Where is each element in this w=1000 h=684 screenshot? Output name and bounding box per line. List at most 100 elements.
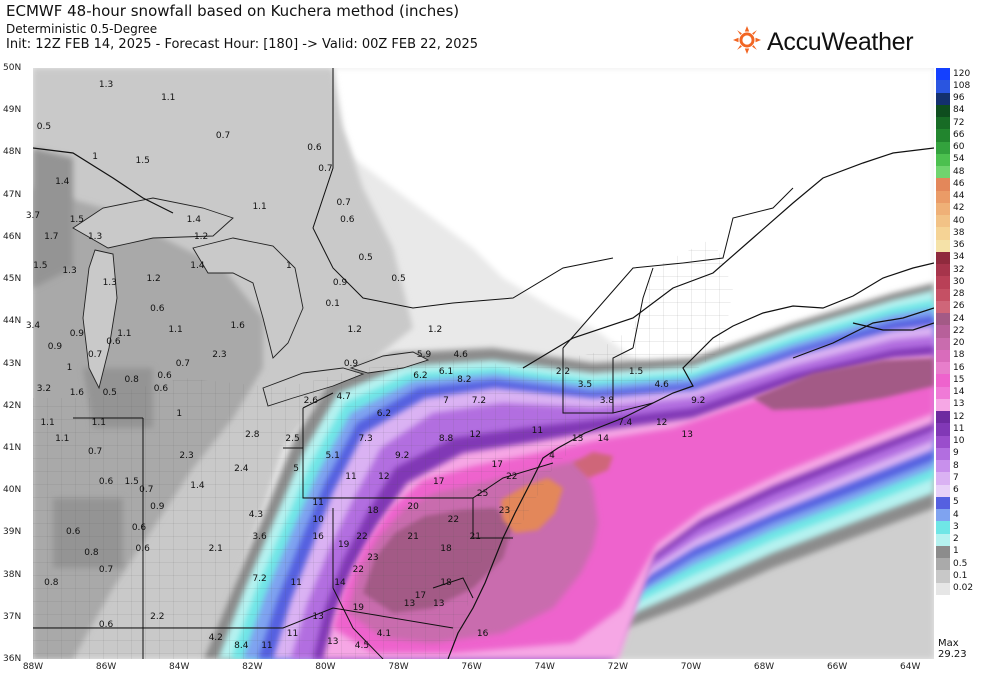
legend-level-label: 13 [953,399,965,410]
legend-level-label: 22 [953,325,965,336]
snowfall-value-label: 1.3 [87,231,103,242]
snowfall-value-label: 12 [469,430,481,441]
snowfall-value-label: 0.7 [215,130,231,141]
legend-swatch [936,411,950,424]
legend-swatch [936,521,950,534]
snowfall-value-label: 13 [326,637,339,648]
snowfall-value-label: 7.2 [471,396,487,407]
lon-label: 74W [534,662,555,672]
legend-level-label: 26 [953,301,965,312]
legend-level-label: 30 [953,276,965,287]
snowfall-value-label: 0.5 [36,122,52,133]
sun-icon [733,26,761,58]
legend-level-label: 96 [953,93,965,104]
legend-level: 1 [936,545,1000,558]
snowfall-value-label: 1.5 [124,476,139,487]
legend-level-label: 9 [953,448,959,459]
legend-level: 0.1 [936,570,1000,583]
snowfall-value-label: 0.7 [318,164,333,175]
legend-level: 36 [936,239,1000,252]
snowfall-value-label: 0.5 [391,274,406,285]
snowfall-value-label: 20 [407,502,419,513]
snowfall-value-label: 3.6 [252,531,267,542]
legend-swatch [936,362,950,375]
snowfall-value-label: 3.8 [599,396,615,407]
legend-level-label: 0.1 [953,570,968,581]
legend-level-label: 40 [953,215,965,226]
snowfall-value-label: 14 [597,434,609,445]
legend-swatch [936,558,950,571]
snowfall-value-label: 18 [440,544,452,555]
snowfall-value-label: 1.4 [55,176,70,187]
snowfall-value-label: 0.6 [66,527,81,538]
legend-level: 40 [936,215,1000,228]
legend-swatch [936,570,950,583]
legend-level-label: 16 [953,362,965,373]
model-subtitle: Deterministic 0.5-Degree [6,22,158,36]
lon-label: 68W [753,662,775,672]
legend-swatch [936,215,950,228]
legend-level: 32 [936,264,1000,277]
init-valid-line: Init: 12Z FEB 14, 2025 - Forecast Hour: … [6,37,479,52]
great-lakes [72,197,430,407]
lat-label: 49N [3,105,22,116]
lon-label: 86W [95,662,117,672]
snowfall-value-label: 0.6 [307,143,322,154]
legend-level-label: 15 [953,374,965,385]
legend-level-label: 3 [953,521,959,532]
legend-swatch [936,227,950,240]
lat-label: 41N [3,442,22,453]
legend-level-label: 108 [953,80,971,91]
legend-level: 26 [936,300,1000,313]
snowfall-value-label: 2.3 [212,350,227,361]
legend-swatch [936,447,950,460]
legend-level: 108 [936,80,1000,93]
legend-level-label: 44 [953,191,965,202]
snowfall-value-label: 2.6 [303,396,318,407]
snowfall-value-label: 5.1 [325,451,340,462]
legend-level: 46 [936,178,1000,191]
snowfall-value-label: 1.5 [628,366,644,377]
legend-swatch [936,325,950,338]
snowfall-value-label: 4.6 [453,350,468,361]
legend-level: 9 [936,447,1000,460]
snowfall-value-label: 7.3 [358,434,373,445]
legend-swatch [936,264,950,277]
snowfall-value-label: 11 [290,578,302,588]
snowfall-value-label: 1.4 [190,261,205,272]
legend-swatch [936,251,950,264]
legend-level-label: 36 [953,240,965,251]
snowfall-value-label: 4.3 [248,510,264,521]
snowfall-value-label: 0.7 [139,485,154,496]
legend-level: 22 [936,325,1000,338]
lat-label: 48N [3,147,22,158]
snowfall-value-label: 19 [337,540,350,551]
snowfall-value-label: 0.8 [44,578,59,588]
legend-level-label: 120 [953,68,971,79]
lon-label: 76W [461,662,482,672]
legend-level-label: 72 [953,117,965,128]
snowfall-value-label: 17 [491,459,503,470]
legend-level: 12 [936,411,1000,424]
snowfall-value-label: 3.2 [36,383,52,394]
legend-swatch [936,117,950,130]
legend-level-label: 4 [953,509,959,520]
snowfall-value-label: 0.7 [87,350,103,361]
lon-label: 70W [680,662,702,672]
snowfall-value-label: 9.2 [691,396,706,407]
legend-level: 54 [936,153,1000,166]
snowfall-value-label: 22 [447,514,460,525]
legend-swatch [936,276,950,289]
lat-label: 42N [3,400,22,411]
legend-level-label: 7 [953,472,959,483]
legend-swatch [936,202,950,215]
legend-level: 14 [936,386,1000,399]
snowfall-value-label: 0.8 [124,375,139,386]
snowfall-value-label: 1.5 [33,261,48,272]
lon-label: 66W [826,662,848,672]
snowfall-value-label: 11 [345,472,357,483]
snowfall-value-label: 0.7 [98,565,114,576]
legend-level-label: 14 [953,387,965,398]
lat-label: 36N [3,654,22,664]
legend-level-label: 24 [953,313,965,324]
